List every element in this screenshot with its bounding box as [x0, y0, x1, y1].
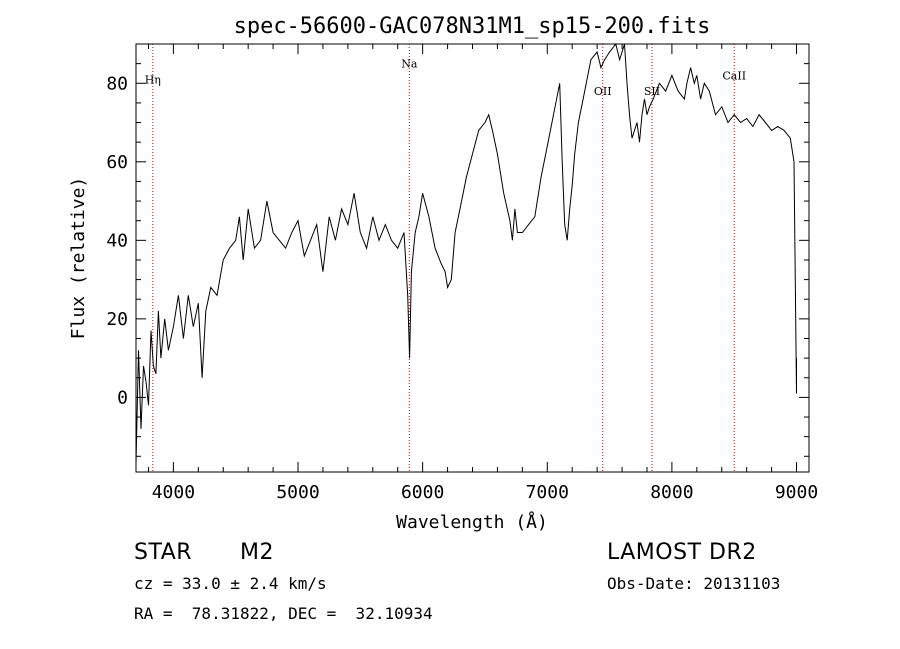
y-tick-label: 60	[106, 152, 128, 173]
y-tick-label: 40	[106, 230, 128, 251]
object-subclass: M2	[240, 540, 274, 565]
x-tick-label: 4000	[152, 482, 195, 503]
redshift-value: cz = 33.0 ± 2.4 km/s	[134, 574, 327, 593]
x-tick-label: 5000	[276, 482, 319, 503]
spectral-line-label: SII	[644, 85, 660, 98]
survey-name: LAMOST DR2	[607, 540, 757, 565]
x-axis-label: Wavelength (Å)	[396, 511, 548, 533]
spectral-line-label: OII	[594, 85, 612, 98]
coordinates: RA = 78.31822, DEC = 32.10934	[134, 604, 433, 623]
x-tick-label: 9000	[775, 482, 818, 503]
y-tick-label: 0	[117, 387, 128, 408]
spectral-line-label: CaII	[722, 69, 746, 82]
spectrum-line	[135, 42, 797, 465]
axes: 4000 5000 6000 7000 8000 9000 0 20 40 60 80	[106, 44, 818, 503]
spectral-line-label: Na	[401, 58, 418, 71]
y-axis-label: Flux (relative)	[68, 177, 89, 340]
chart-title: spec-56600-GAC078N31M1_sp15-200.fits	[234, 14, 711, 39]
y-tick-label: 20	[106, 309, 128, 330]
x-tick-label: 6000	[401, 482, 444, 503]
x-tick-label: 8000	[650, 482, 693, 503]
spectral-line-label: Hη	[145, 73, 161, 86]
plot-frame	[135, 43, 810, 473]
y-tick-label: 80	[106, 73, 128, 94]
obs-date: Obs-Date: 20131103	[607, 574, 781, 593]
x-tick-label: 7000	[526, 482, 569, 503]
object-type: STAR	[134, 540, 193, 565]
line-markers: Hη Na OII SII CaII	[145, 44, 746, 472]
